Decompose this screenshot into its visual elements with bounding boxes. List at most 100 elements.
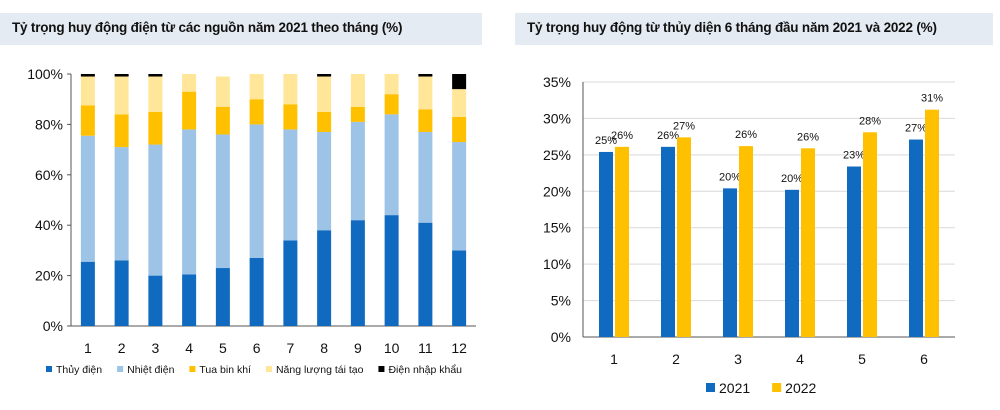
bar-segment xyxy=(350,121,365,221)
data-label: 25% xyxy=(595,135,617,147)
x-tick-label: 2 xyxy=(672,351,680,367)
legend-label: Thủy điện xyxy=(56,364,102,376)
x-tick-label: 3 xyxy=(734,351,742,367)
bar-segment xyxy=(283,129,298,241)
bar-segment xyxy=(384,114,399,216)
bar-segment xyxy=(80,261,95,326)
bar xyxy=(801,148,815,337)
y-tick-label: 80% xyxy=(35,116,63,132)
bar xyxy=(785,189,799,337)
right-chart-title-band: Tỷ trọng huy động từ thủy diện 6 tháng đ… xyxy=(515,13,993,45)
legend-swatch xyxy=(46,366,52,372)
x-tick-label: 10 xyxy=(384,340,400,356)
bar xyxy=(739,146,753,337)
x-tick-label: 11 xyxy=(418,340,433,356)
bar-segment xyxy=(249,74,264,100)
bar xyxy=(925,109,939,337)
x-tick-label: 4 xyxy=(185,340,193,356)
bar-segment xyxy=(215,134,230,269)
bar-segment xyxy=(182,129,197,275)
y-tick-label: 35% xyxy=(543,74,571,90)
bar-segment xyxy=(249,124,264,258)
bar-segment xyxy=(452,116,467,143)
data-label: 31% xyxy=(921,93,943,105)
bar-segment xyxy=(114,114,129,148)
data-label: 27% xyxy=(905,123,927,135)
bar xyxy=(615,146,629,337)
bar-segment xyxy=(317,131,332,231)
x-tick-label: 9 xyxy=(354,340,362,356)
x-tick-label: 7 xyxy=(286,340,294,356)
y-tick-label: 20% xyxy=(35,268,63,284)
bar-segment xyxy=(148,144,163,276)
x-tick-label: 6 xyxy=(920,351,928,367)
bar-segment xyxy=(249,99,264,125)
y-tick-label: 40% xyxy=(35,217,63,233)
bar-segment xyxy=(317,230,332,326)
bar xyxy=(909,139,923,337)
bar-segment xyxy=(114,147,129,261)
legend-swatch xyxy=(706,383,715,392)
bar-segment xyxy=(283,104,298,130)
bar-segment xyxy=(80,76,95,106)
data-label: 26% xyxy=(735,129,757,141)
bar-segment xyxy=(384,94,399,115)
bar-segment xyxy=(418,131,433,223)
bar-segment xyxy=(80,135,95,262)
bar-segment xyxy=(452,89,467,117)
bar-segment xyxy=(148,74,163,77)
data-label: 26% xyxy=(797,131,819,143)
bar-segment xyxy=(148,111,163,145)
data-label: 20% xyxy=(719,171,741,183)
y-tick-label: 0% xyxy=(551,329,571,345)
y-tick-label: 20% xyxy=(543,183,571,199)
y-tick-label: 5% xyxy=(551,293,571,309)
bar xyxy=(723,188,737,337)
bar-segment xyxy=(80,105,95,136)
bar-segment xyxy=(418,109,433,132)
x-tick-label: 2 xyxy=(118,340,126,356)
x-tick-label: 8 xyxy=(320,340,328,356)
bar xyxy=(677,137,691,337)
legend-swatch xyxy=(117,366,124,372)
legend-swatch xyxy=(378,366,385,372)
bar-segment xyxy=(384,215,399,326)
legend-swatch xyxy=(772,383,782,392)
data-label: 26% xyxy=(657,130,679,142)
legend-label: Điện nhập khẩu xyxy=(388,364,462,376)
bar-segment xyxy=(182,274,197,326)
y-tick-label: 100% xyxy=(27,66,63,82)
bar-segment xyxy=(418,76,433,110)
bar-segment xyxy=(350,74,365,107)
data-label: 23% xyxy=(843,150,865,162)
bar-segment xyxy=(80,74,95,77)
bar-segment xyxy=(452,142,467,251)
data-label: 27% xyxy=(673,120,695,132)
bar-segment xyxy=(350,220,365,326)
bar-segment xyxy=(182,74,197,92)
right-chart-panel: Tỷ trọng huy động từ thủy diện 6 tháng đ… xyxy=(515,0,1000,410)
x-tick-label: 5 xyxy=(219,340,227,356)
bar-segment xyxy=(283,74,298,105)
y-tick-label: 0% xyxy=(43,318,63,334)
bar xyxy=(863,132,877,337)
legend-label: Nhiệt điện xyxy=(127,364,174,376)
bar xyxy=(847,166,861,337)
bar-segment xyxy=(418,74,433,77)
bar-segment xyxy=(249,257,264,326)
x-tick-label: 3 xyxy=(151,340,159,356)
bar-segment xyxy=(114,76,129,115)
bar-segment xyxy=(317,76,332,112)
right-chart-title: Tỷ trọng huy động từ thủy diện 6 tháng đ… xyxy=(527,20,937,35)
bar-segment xyxy=(114,74,129,77)
legend-swatch xyxy=(265,366,272,372)
x-tick-label: 1 xyxy=(610,351,618,367)
bar-segment xyxy=(350,106,365,122)
data-label: 28% xyxy=(859,115,881,127)
left-chart-title-band: Tỷ trọng huy động điện từ các nguồn năm … xyxy=(0,13,482,45)
bar-segment xyxy=(114,260,129,326)
data-label: 26% xyxy=(611,130,633,142)
legend-swatch xyxy=(189,366,196,372)
x-tick-label: 4 xyxy=(796,351,804,367)
y-tick-label: 60% xyxy=(35,167,63,183)
